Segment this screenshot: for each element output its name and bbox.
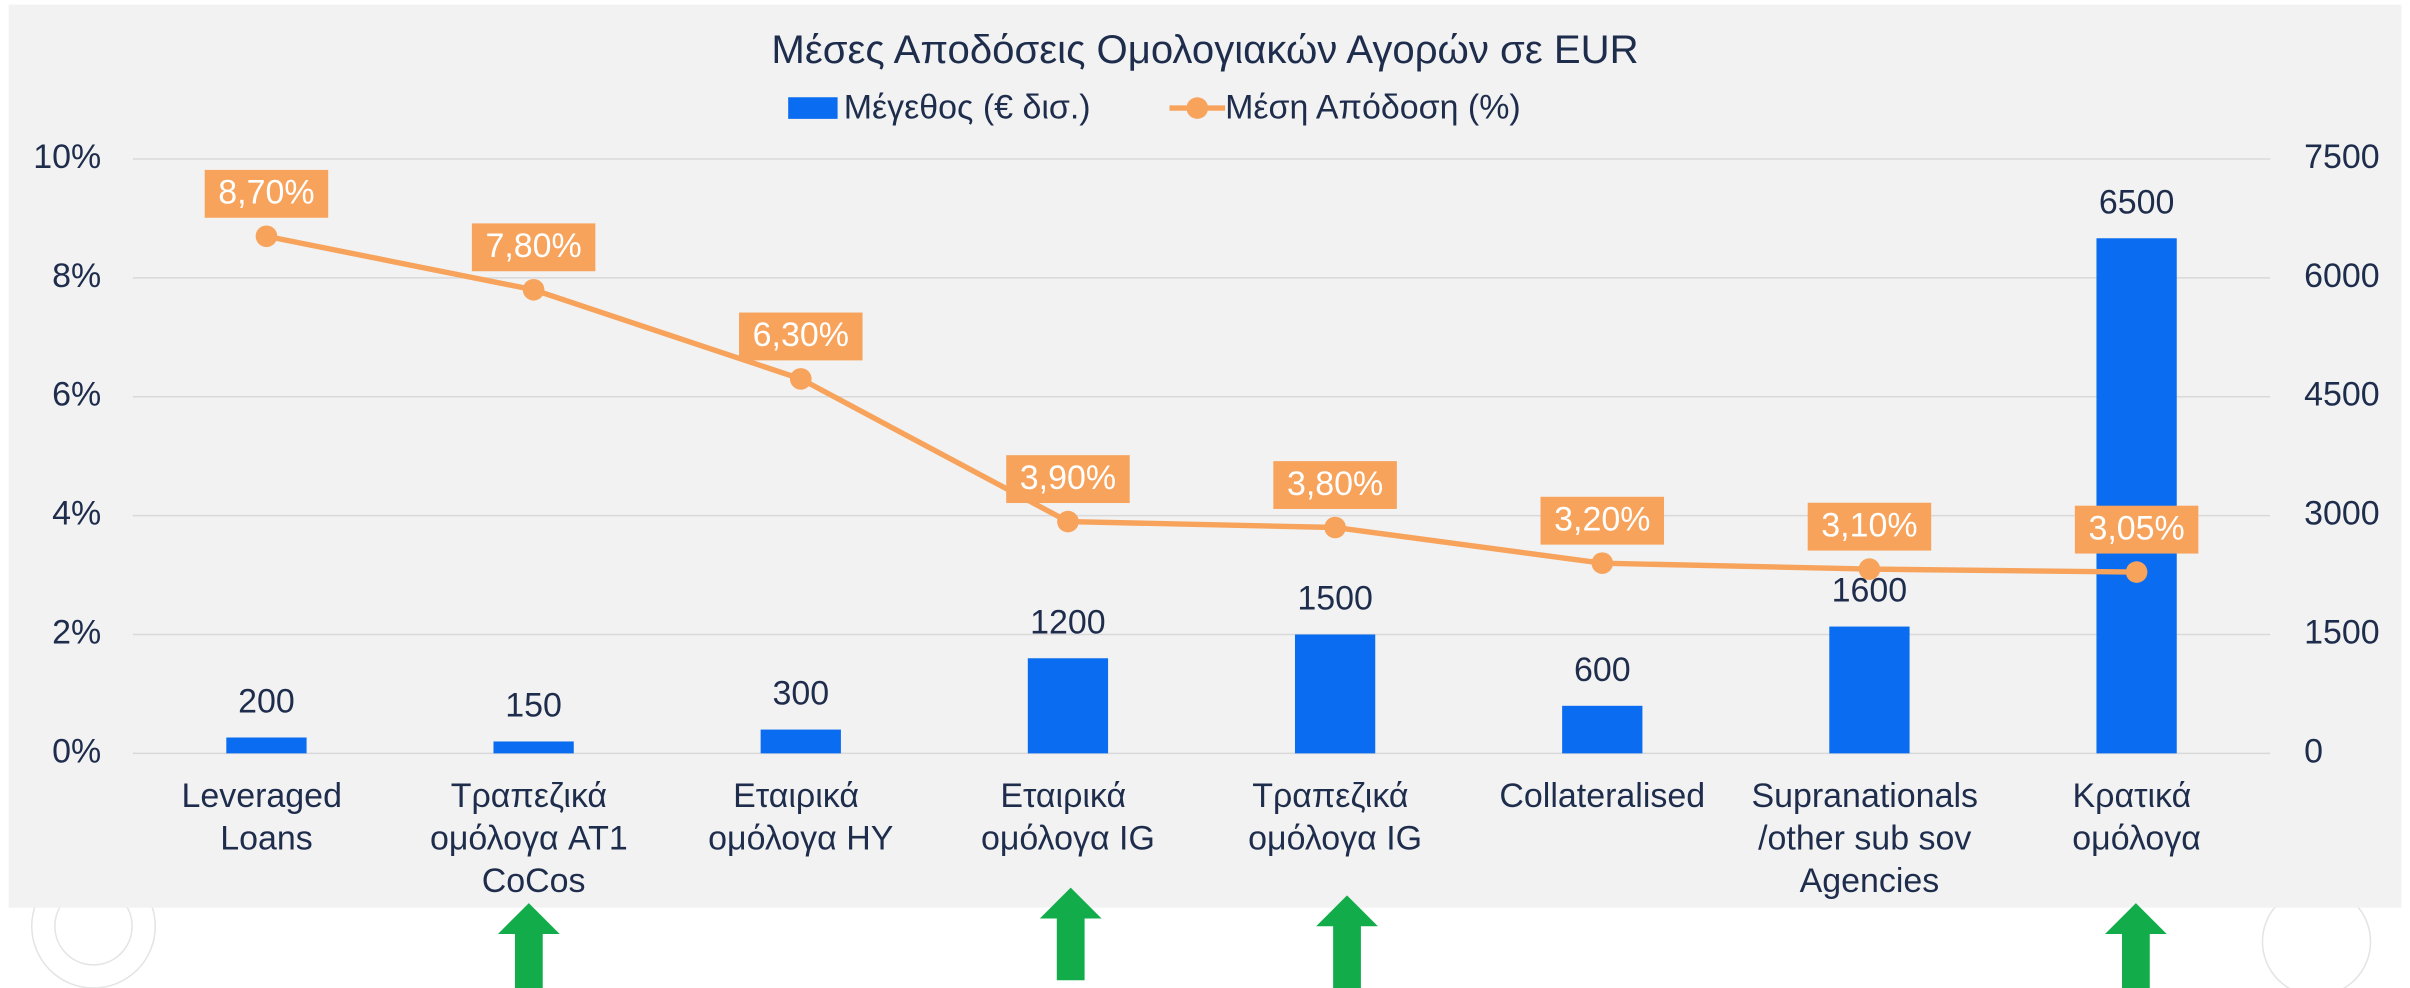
line-value-label: 3,90% <box>1020 459 1116 497</box>
line-marker <box>1057 510 1079 533</box>
y-tick-label: 4% <box>52 495 101 533</box>
line-marker <box>789 368 812 390</box>
y2-tick-label: 1500 <box>2304 613 2380 651</box>
line-marker <box>522 278 545 301</box>
legend-label: Μέγεθος (€ δισ.) <box>844 89 1091 127</box>
value-label-box <box>471 223 596 272</box>
y2-tick-label: 6000 <box>2304 257 2380 295</box>
x-tick-label: Τραπεζικά ομόλογα AT1 CoCos <box>430 777 637 900</box>
bar-value-label: 600 <box>1574 651 1631 689</box>
bar <box>1027 658 1109 754</box>
line-marker <box>2125 561 2148 583</box>
x-tick-label: Κρατικά ομόλογα <box>2072 777 2201 857</box>
x-tick-label: Εταιρικά ομόλογα IG <box>981 777 1155 857</box>
line-value-label: 3,80% <box>1287 465 1383 503</box>
x-tick-label: Collateralised <box>1499 777 1705 815</box>
line-value-label: 3,05% <box>2088 509 2184 547</box>
y-tick-label: 2% <box>52 613 101 651</box>
bar <box>1829 626 1910 754</box>
y2-tick-label: 7500 <box>2304 138 2380 176</box>
x-tick-label: Supranationals /other sub sov Agencies <box>1751 777 1987 900</box>
arrows <box>497 887 2167 988</box>
legend-label: Μέση Απόδοση (%) <box>1225 89 1521 127</box>
line-value-label: 3,20% <box>1554 500 1650 538</box>
value-label-box <box>1273 461 1397 509</box>
value-label-box <box>1540 496 1665 545</box>
line-marker <box>1324 516 1346 539</box>
y-tick-label: 8% <box>52 257 101 295</box>
bar <box>493 741 574 754</box>
bar-value-label: 300 <box>772 675 829 713</box>
bar <box>1562 705 1643 754</box>
bar <box>2096 238 2177 754</box>
bar <box>226 737 307 754</box>
x-tick-label: Leveraged Loans <box>181 777 351 857</box>
value-label-box <box>1807 502 1932 551</box>
plot-background <box>8 4 2402 908</box>
line-value-label: 8,70% <box>218 174 314 212</box>
legend-swatch <box>1186 97 1209 119</box>
bar <box>760 729 841 754</box>
y2-tick-label: 3000 <box>2304 495 2380 533</box>
line-value-label: 7,80% <box>485 227 581 265</box>
line <box>265 233 2137 575</box>
value-label-box <box>1006 455 1130 504</box>
y2-tick-label: 4500 <box>2304 376 2380 414</box>
line-marker <box>1591 552 1614 574</box>
bar-value-label: 1500 <box>1297 579 1373 617</box>
bar-value-label: 150 <box>505 686 562 724</box>
chart-title: Μέσες Αποδόσεις Ομολογιακών Αγορών σε EU… <box>771 27 1638 72</box>
value-label-box <box>2074 505 2199 554</box>
line-marker <box>255 225 278 248</box>
bar <box>1294 634 1376 754</box>
legend-swatch <box>788 97 838 119</box>
y-tick-label: 10% <box>33 138 101 176</box>
x-tick-label: Τραπεζικά ομόλογα IG <box>1248 777 1422 857</box>
bar-value-label: 6500 <box>2099 183 2175 221</box>
bar-value-label: 200 <box>238 683 295 721</box>
line-value-label: 3,10% <box>1821 506 1917 544</box>
y2-tick-label: 0 <box>2304 732 2323 770</box>
value-label-box <box>739 312 863 361</box>
bar-value-label: 1200 <box>1030 603 1106 641</box>
y-tick-label: 6% <box>52 376 101 414</box>
line-marker <box>1858 558 1881 580</box>
line-value-label: 6,30% <box>753 316 849 354</box>
y-tick-label: 0% <box>52 732 101 770</box>
x-tick-label: Εταιρικά ομόλογα HY <box>708 777 893 857</box>
value-label-box <box>204 169 329 218</box>
